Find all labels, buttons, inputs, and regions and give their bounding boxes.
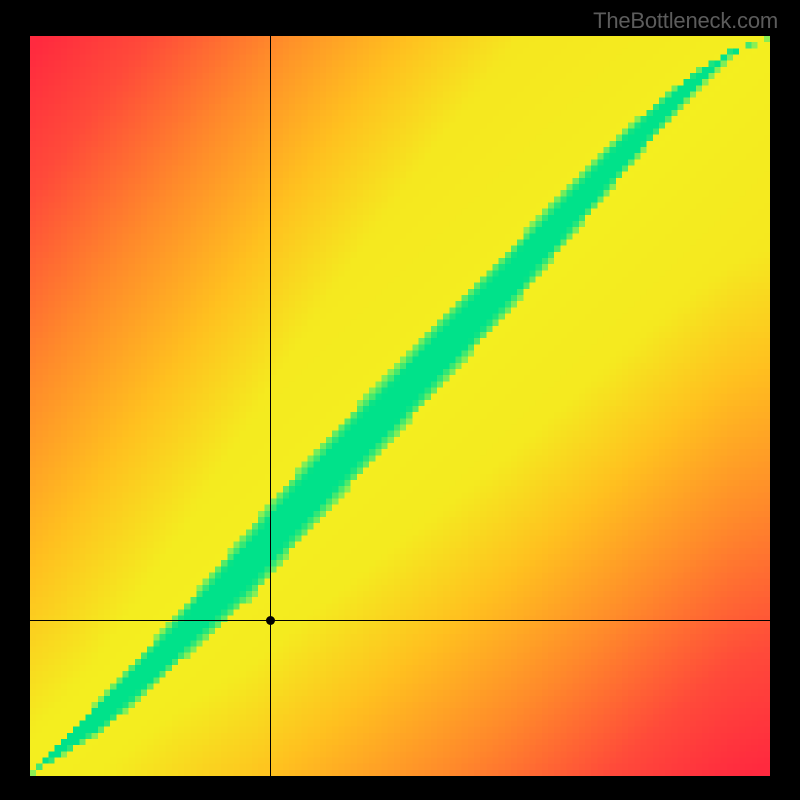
chart-container: TheBottleneck.com: [0, 0, 800, 800]
crosshair-horizontal: [30, 620, 770, 621]
bottleneck-heatmap: [30, 36, 770, 776]
watermark-text: TheBottleneck.com: [593, 8, 778, 34]
crosshair-vertical: [270, 36, 271, 776]
marker-dot: [265, 615, 276, 626]
